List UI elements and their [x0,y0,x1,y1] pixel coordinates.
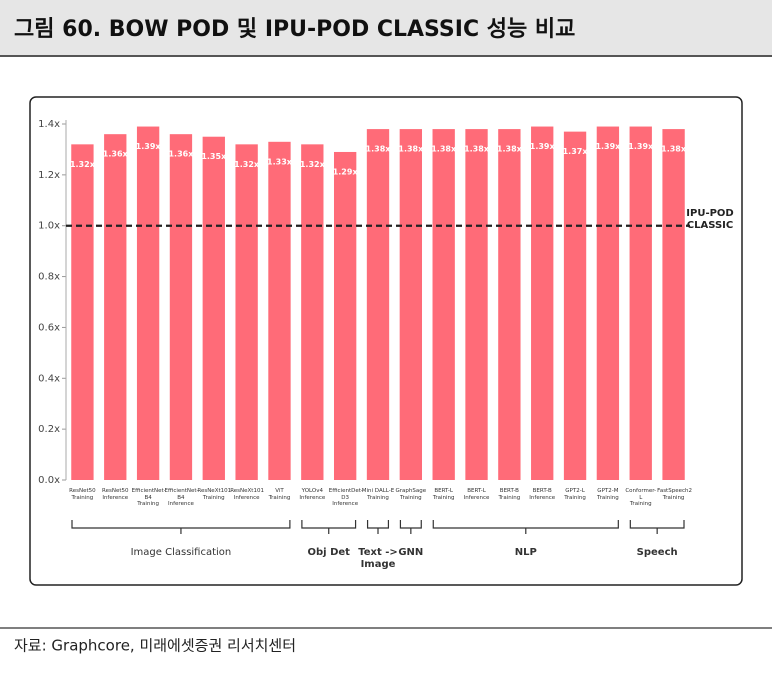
bar [629,126,652,481]
value-label: 1.36x [168,150,194,159]
value-label: 1.29x [333,167,359,176]
y-tick-label: 0.6x [38,322,60,333]
bar [563,131,587,480]
bar [432,129,455,481]
x-tick-label: BERT-B Training [498,488,521,501]
value-label: 1.32x [70,160,96,169]
value-label: 1.39x [530,142,556,151]
x-tick-label: GPT2-M Training [597,488,619,501]
bar [71,144,94,481]
reference-label: IPU-POD CLASSIC [686,207,734,231]
group-label: Image Classification [130,547,232,558]
group-bracket [71,520,291,534]
bar [202,136,225,480]
x-tick-label: EfficientNet-B4 Training [131,488,166,508]
group-label: Speech [636,547,678,558]
x-tick-label: GPT2-L Training [564,488,586,501]
chart-title: 그림 60. BOW POD 및 IPU-POD CLASSIC 성능 비교 [14,17,575,42]
bar [662,129,685,481]
value-label: 1.38x [464,145,490,154]
x-tick-label: EfficientNet-B4 Inference [164,488,199,508]
value-label: 1.39x [136,142,162,151]
group-label: GNN [398,547,424,558]
value-label: 1.39x [595,142,621,151]
bar [366,129,390,481]
x-tick-label: Mini DALL-E Training [361,488,395,501]
value-label: 1.38x [497,145,523,154]
group-bracket [366,520,390,534]
bar [596,126,620,481]
header-band [0,0,772,56]
y-tick-label: 0.4x [38,373,60,384]
x-tick-label: GraphSage Training [395,488,427,501]
y-tick-label: 1.0x [38,221,60,232]
x-tick-label: ViT Training [268,488,291,501]
group-bracket [399,520,422,534]
value-label: 1.32x [300,160,326,169]
bar [268,141,291,481]
value-label: 1.39x [628,142,654,151]
x-tick-label: ResNet50 Training [69,488,96,501]
x-tick-label: YOLOv4 Inference [299,488,326,501]
bar [136,126,160,481]
group-bracket [301,520,357,534]
value-label: 1.35x [201,152,227,161]
y-tick-label: 0.0x [38,475,60,486]
chart-frame [29,96,743,586]
value-label: 1.37x [563,147,589,156]
bar [399,129,423,481]
x-tick-label: Conformer-L Training [625,488,657,508]
group-bracket [629,520,685,534]
x-tick-label: EfficientDet-D3 Inference [328,488,363,508]
value-label: 1.32x [234,160,260,169]
y-tick-label: 0.2x [38,424,60,435]
x-tick-label: ResNeXt101 Training [197,488,232,501]
source-note: 자료: Graphcore, 미래에셋증권 리서치센터 [14,637,296,655]
value-label: 1.38x [661,145,687,154]
value-label: 1.38x [366,145,392,154]
bar [531,126,554,481]
x-tick-label: ResNet50 Inference [102,488,129,501]
value-label: 1.33x [267,157,293,166]
bar [301,144,324,481]
group-label: Text -> Image [358,547,398,570]
value-label: 1.38x [431,145,457,154]
bar [169,134,193,480]
group-label: Obj Det [307,547,350,558]
x-tick-label: BERT-B Inference [529,488,556,501]
y-tick-label: 1.2x [38,170,60,181]
bar [333,151,357,480]
bar [104,134,127,480]
bar [498,129,521,481]
bar [235,144,258,481]
group-bracket [432,520,619,534]
x-tick-label: ResNeXt101 Inference [230,488,264,501]
y-tick-label: 1.4x [38,119,60,130]
bar [465,129,488,481]
x-tick-label: FastSpeech2 Training [657,488,692,501]
x-tick-label: BERT-L Inference [463,488,490,501]
value-label: 1.36x [103,150,129,159]
y-tick-label: 0.8x [38,272,60,283]
group-label: NLP [514,547,537,558]
x-tick-label: BERT-L Training [432,488,455,501]
value-label: 1.38x [398,145,424,154]
